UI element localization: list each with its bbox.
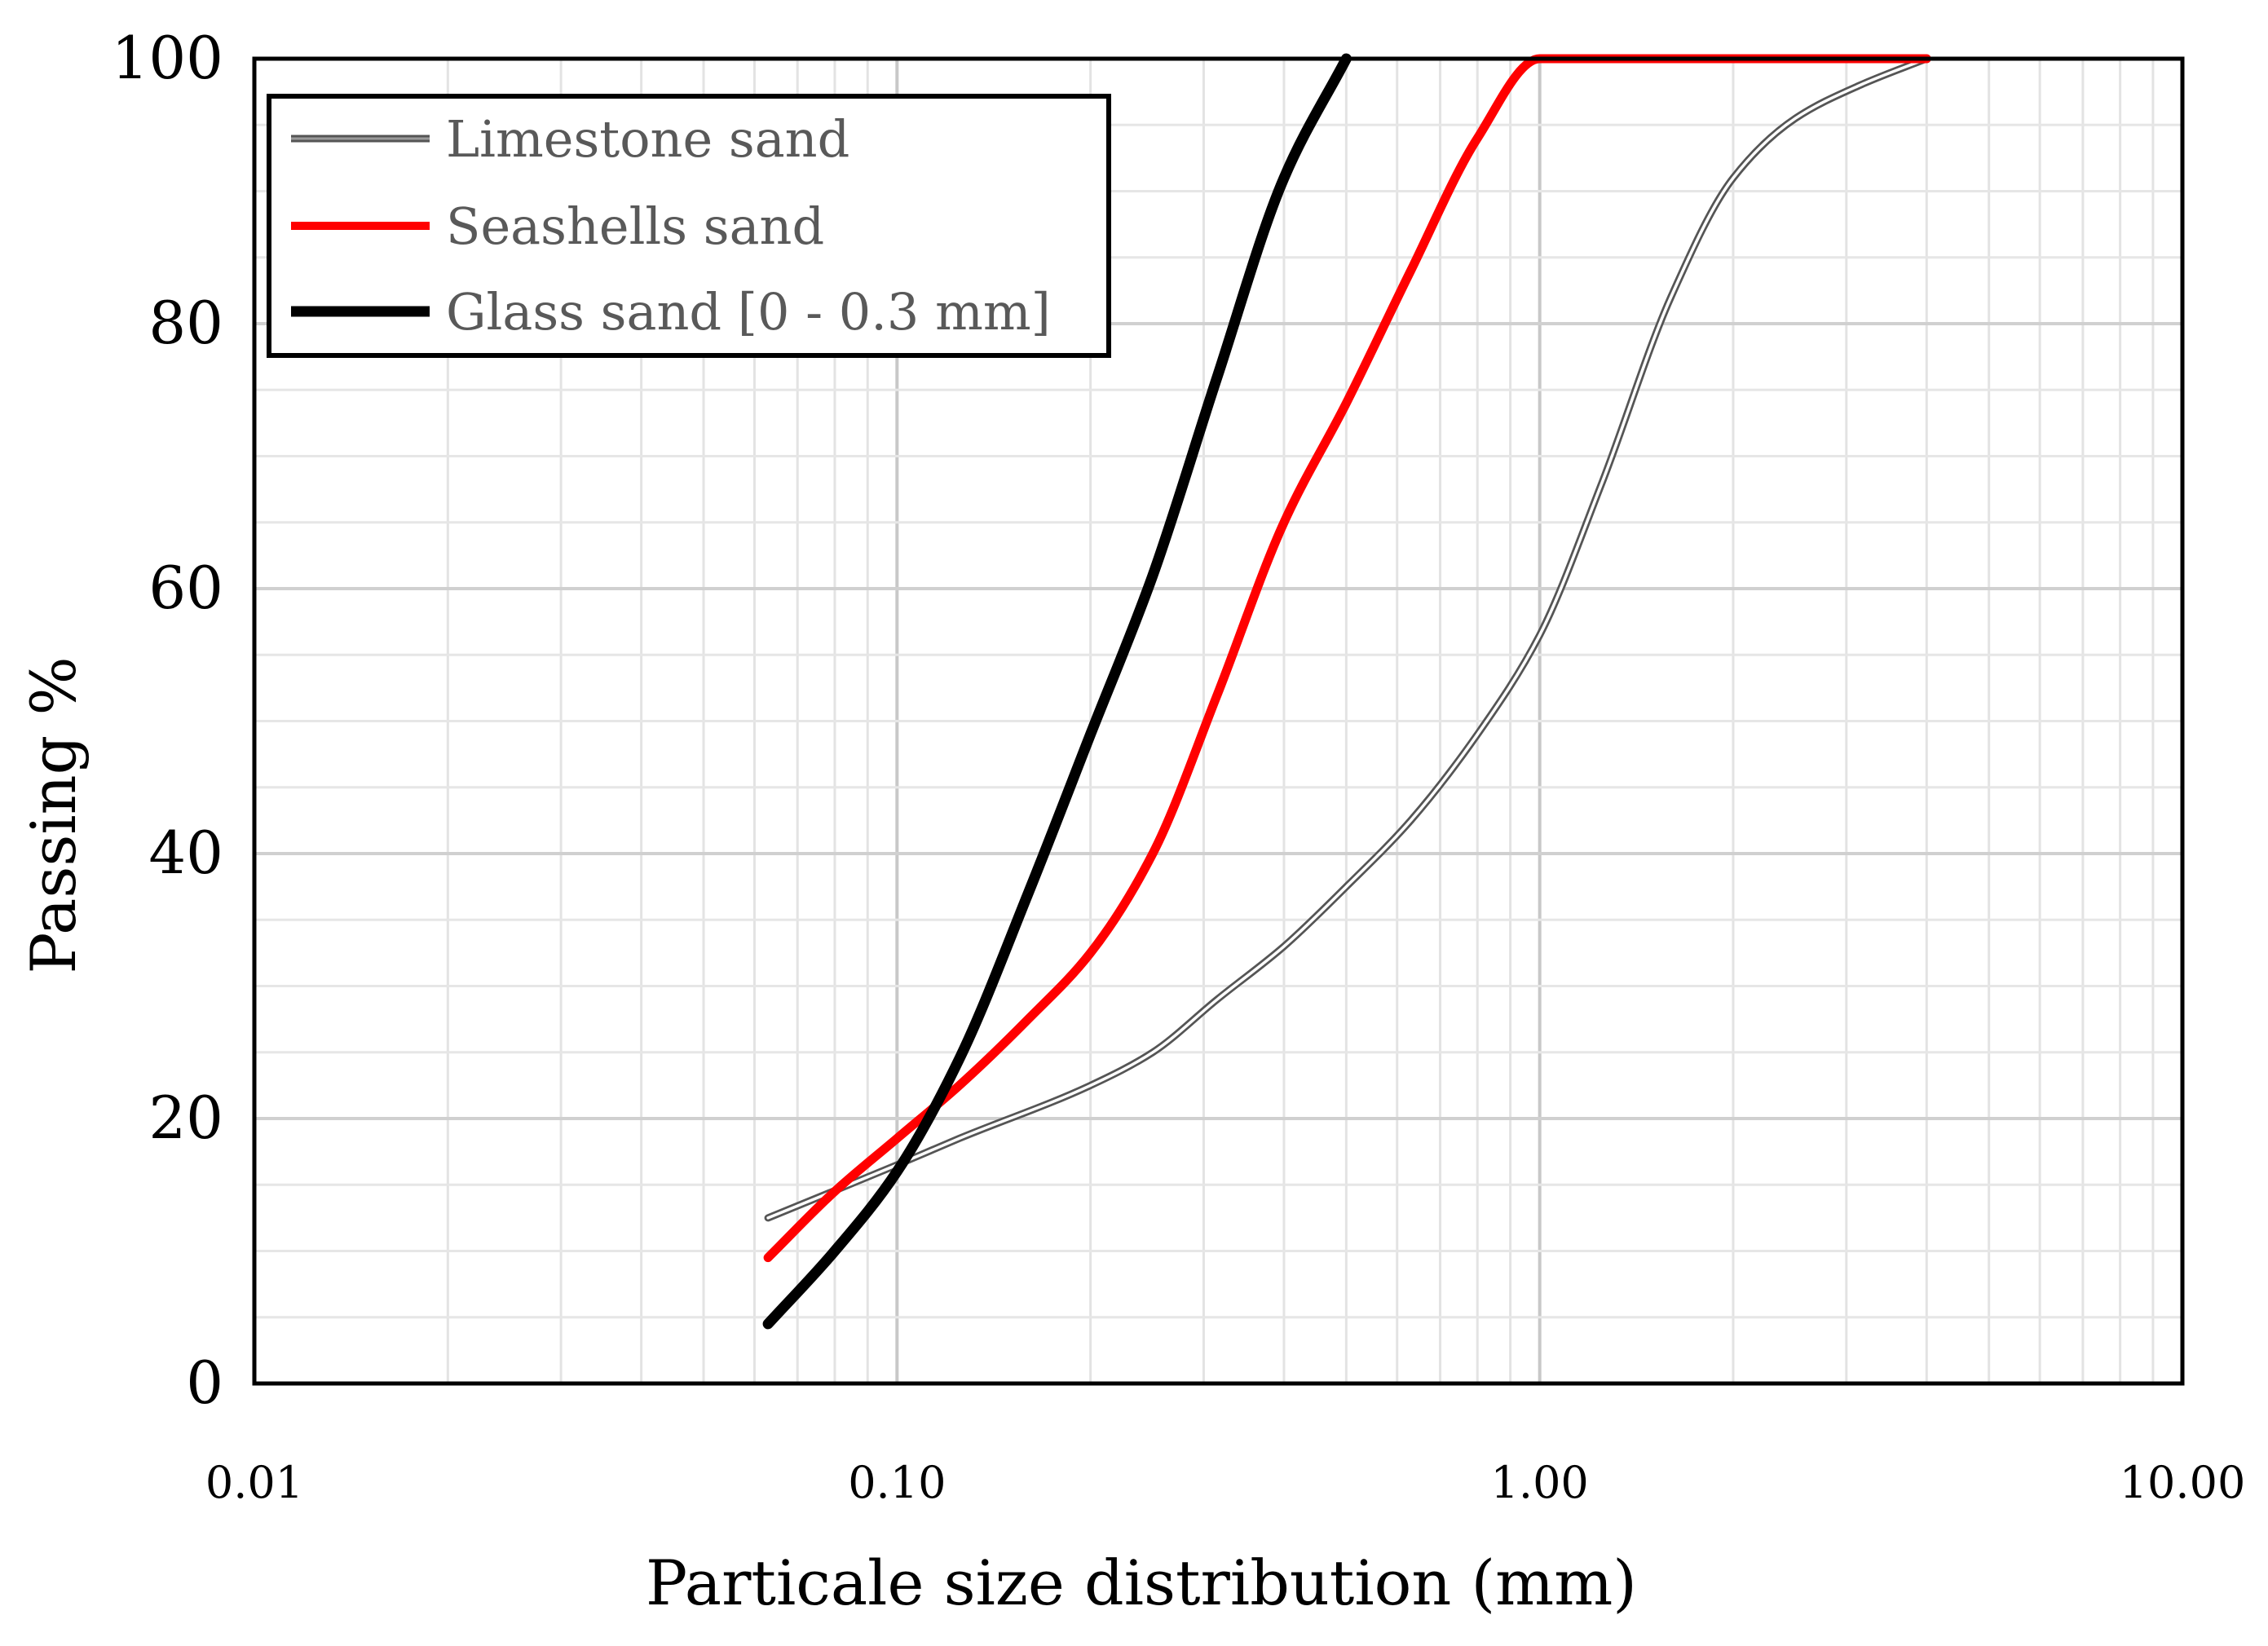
series-layer xyxy=(762,53,1931,1330)
x-tick-label: 1.00 xyxy=(1491,1457,1589,1508)
x-tick-label: 0.10 xyxy=(848,1457,946,1508)
tick-labels: 0 20 40 60 80 100 0.01 0.10 1.00 10.00 xyxy=(112,24,2246,1508)
y-tick-label: 80 xyxy=(148,289,223,357)
legend-label: Glass sand [0 - 0.3 mm] xyxy=(446,282,1051,342)
x-tick-label: 0.01 xyxy=(205,1457,303,1508)
y-tick-label: 40 xyxy=(148,819,223,887)
series-line-1 xyxy=(764,55,1930,1222)
y-tick-label: 60 xyxy=(148,554,223,622)
y-tick-label: 100 xyxy=(112,24,223,92)
y-axis-title: Passing % xyxy=(17,656,90,973)
y-tick-label: 0 xyxy=(186,1348,223,1417)
series-line-core xyxy=(766,57,1929,1220)
series-line-path xyxy=(762,53,1352,1330)
series-line-3 xyxy=(762,53,1352,1330)
legend: Limestone sand Seashells sand Glass sand [… xyxy=(267,94,1111,358)
x-tick-label: 10.00 xyxy=(2120,1457,2246,1508)
y-tick-label: 20 xyxy=(148,1083,223,1152)
plot-frame xyxy=(252,56,2185,1386)
x-axis-title: Particale size distribution (mm) xyxy=(646,1547,1637,1619)
legend-label: Limestone sand xyxy=(446,109,849,169)
legend-label: Seashells sand xyxy=(446,196,824,256)
